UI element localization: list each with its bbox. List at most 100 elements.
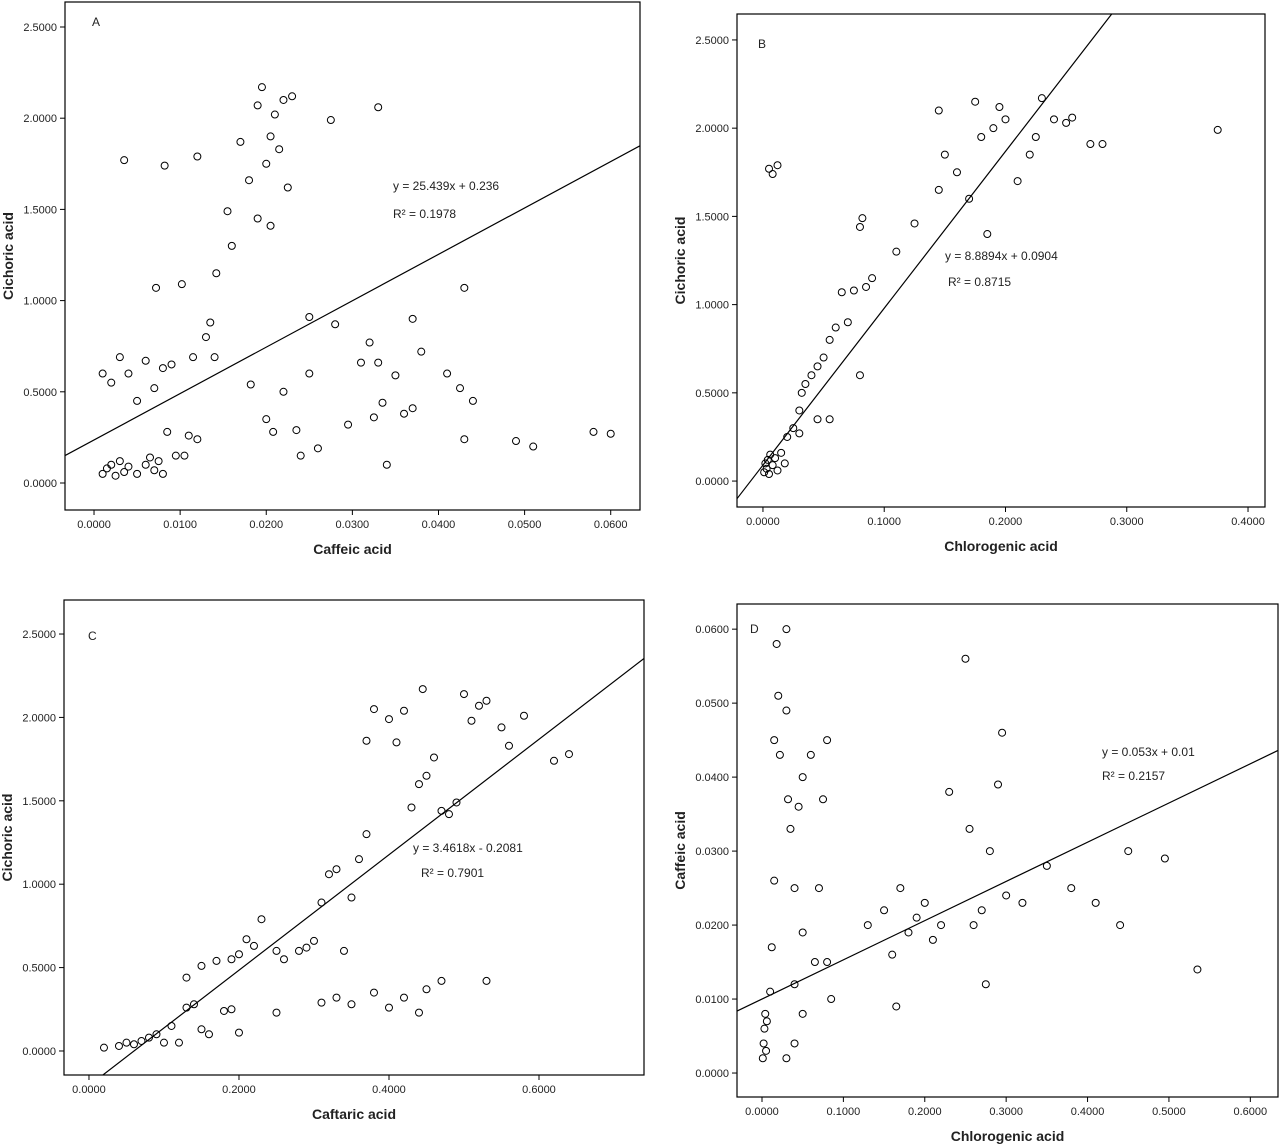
point [940, 150, 949, 159]
y-tick-label: 1.5000 [22, 796, 56, 808]
point [212, 956, 221, 965]
point [417, 347, 426, 356]
point [444, 810, 453, 819]
panel: 0.0000 0.1000 0.2000 0.3000 0.4000 0.5000 0.60… [672, 603, 1279, 1144]
point [989, 124, 998, 133]
point [892, 1002, 901, 1011]
point [182, 973, 191, 982]
x-tick-label: 0.0000 [72, 1084, 106, 1096]
point [257, 83, 266, 92]
point [269, 427, 278, 436]
point [825, 415, 834, 424]
point [768, 461, 777, 470]
trendline-equation: y = 3.4618x - 0.2081 [413, 841, 523, 855]
y-tick-label: 2.5000 [23, 22, 57, 34]
point [896, 884, 905, 893]
point [998, 728, 1007, 737]
y-tick-label: 0.0200 [695, 920, 729, 932]
point [773, 466, 782, 475]
point [422, 985, 431, 994]
point [762, 1017, 771, 1026]
point [326, 116, 335, 125]
point [98, 469, 107, 478]
point [399, 706, 408, 715]
point [418, 685, 427, 694]
x-axis-label: Chlorogenic acid [951, 1128, 1065, 1144]
y-tick-label: 1.5000 [695, 211, 729, 223]
point [814, 884, 823, 893]
point [775, 750, 784, 759]
point [210, 353, 219, 362]
point [392, 738, 401, 747]
point [414, 780, 423, 789]
point [197, 961, 206, 970]
y-tick-label: 0.0500 [695, 698, 729, 710]
x-tick-label: 0.4000 [1071, 1106, 1105, 1118]
point [1002, 891, 1011, 900]
y-tick-label: 0.0100 [695, 994, 729, 1006]
point [497, 723, 506, 732]
y-tick-label: 0.0300 [695, 846, 729, 858]
point [324, 870, 333, 879]
point [206, 318, 215, 327]
point [111, 471, 120, 480]
x-tick-label: 0.6000 [522, 1084, 556, 1096]
point [888, 950, 897, 959]
point [823, 736, 832, 745]
point [784, 795, 793, 804]
point [317, 998, 326, 1007]
x-tick-label: 0.6000 [1233, 1106, 1267, 1118]
point [843, 318, 852, 327]
x-axis-label: Caffeic acid [313, 541, 392, 557]
point [257, 915, 266, 924]
point [414, 1008, 423, 1017]
point [391, 371, 400, 380]
x-tick-label: 0.3000 [989, 1106, 1023, 1118]
panel: 0.0000 0.2000 0.4000 0.6000 0.0000 0.5000 1.00… [0, 599, 645, 1122]
point [204, 1030, 213, 1039]
point [283, 183, 292, 192]
point [242, 935, 251, 944]
point [511, 437, 520, 446]
point [272, 1008, 281, 1017]
point [141, 356, 150, 365]
point [981, 980, 990, 989]
point [795, 406, 804, 415]
point [1042, 861, 1051, 870]
point [369, 988, 378, 997]
x-tick-label: 0.0500 [508, 519, 542, 531]
y-tick-label: 2.0000 [23, 113, 57, 125]
point [317, 898, 326, 907]
point [1086, 140, 1095, 149]
point [977, 906, 986, 915]
point [827, 995, 836, 1004]
point [344, 420, 353, 429]
point [858, 214, 867, 223]
point [234, 950, 243, 959]
point [422, 771, 431, 780]
x-tick-label: 0.2000 [222, 1084, 256, 1096]
point [934, 185, 943, 194]
point [766, 987, 775, 996]
point [920, 898, 929, 907]
point [783, 432, 792, 441]
point [137, 1036, 146, 1045]
point [279, 95, 288, 104]
panel-label: B [758, 37, 766, 51]
point [855, 222, 864, 231]
point [115, 457, 124, 466]
x-tick-label: 0.4000 [372, 1084, 406, 1096]
point [468, 396, 477, 405]
point [193, 435, 202, 444]
trendline-equation: y = 25.439x + 0.236 [393, 179, 499, 193]
y-tick-label: 1.5000 [23, 204, 57, 216]
point [1068, 113, 1077, 122]
point [189, 1000, 198, 1009]
point [1013, 177, 1022, 186]
trendline [101, 657, 644, 1075]
point [120, 156, 129, 165]
point [152, 283, 161, 292]
point [773, 161, 782, 170]
point [1116, 921, 1125, 930]
point [762, 464, 771, 473]
